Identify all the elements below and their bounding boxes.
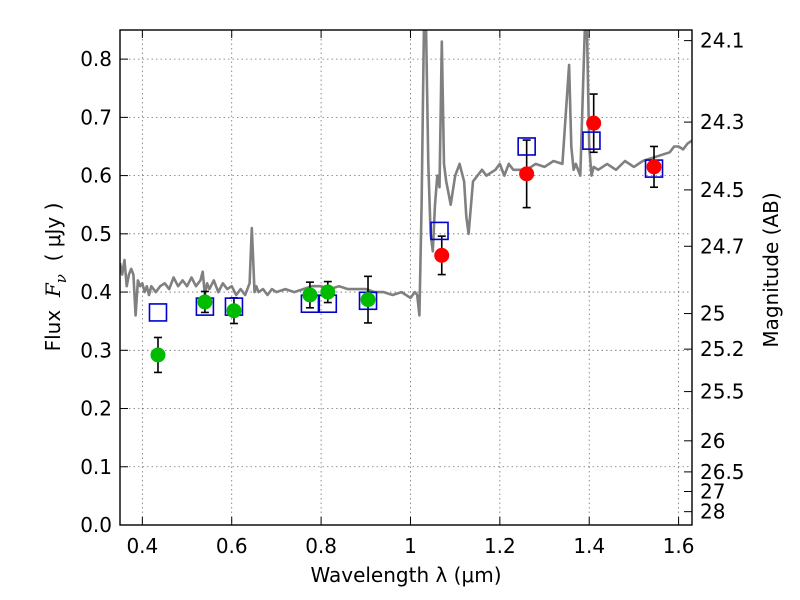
model-photometry-square [517,137,536,156]
y-tick-label: 0.3 [80,338,112,362]
right-tick-label: 25.5 [700,380,745,404]
x-tick-label: 1.2 [484,534,516,558]
y-tick-label: 0.5 [80,222,112,246]
y-axis-title-prefix: Flux [41,297,65,351]
x-tick-label: 0.8 [305,534,337,558]
model-photometry-square [582,131,601,150]
y-tick-label: 0.0 [80,513,112,537]
data-point [226,303,242,319]
grid-layer [120,30,692,526]
tick-layer: 0.4 0.6 0.8 1 1.2 1.4 1.6 0.0 0.1 0.2 0.3 0.4 0.5 0.6… [80,29,744,558]
data-point [302,287,318,303]
x-tick-label: 1.4 [573,534,605,558]
right-tick-label: 24.3 [700,110,745,134]
x-tick-label: 1.6 [663,534,695,558]
right-tick-label: 25 [700,302,725,326]
data-point [646,159,662,175]
y-tick-label: 0.8 [80,47,112,71]
y-axis-title: Flux Fν ( μJy ) [41,203,70,352]
spectrum-layer [120,30,692,317]
right-tick-label: 25.2 [700,337,745,361]
y-axis-title-unit: ( μJy ) [41,203,65,275]
data-point [519,166,535,182]
data-point [586,115,602,131]
right-tick-label: 24.5 [700,178,745,202]
model-photometry-layer [148,131,664,322]
detection-points-layer [150,115,662,363]
y-axis-title-subscript: ν [52,274,70,283]
right-tick-label: 24.1 [700,29,745,53]
right-tick-label: 26 [700,429,725,453]
x-axis-title: Wavelength λ (μm) [310,563,501,587]
x-tick-label: 0.4 [126,534,158,558]
data-point [197,294,213,310]
y-tick-label: 0.1 [80,455,112,479]
spectrum-line [120,30,692,317]
right-tick-label: 27 [700,479,725,503]
right-tick-label: 26.5 [700,460,745,484]
x-tick-label: 1 [404,534,417,558]
data-point [320,284,336,300]
plot-frame [119,29,693,526]
right-tick-label: 24.7 [700,234,745,258]
model-photometry-square [430,221,449,241]
data-point [360,292,376,308]
data-point [434,247,450,263]
right-tick-label: 28 [700,500,725,524]
y-tick-label: 0.6 [80,164,112,188]
model-photometry-square [148,303,168,322]
y-tick-label: 0.4 [80,280,112,304]
y-tick-label: 0.2 [80,397,112,421]
right-axis-title: Magnitude (AB) [759,192,783,347]
y-axis-title-symbol: F [41,282,65,298]
y-tick-label: 0.7 [80,105,112,129]
x-tick-label: 0.6 [216,534,248,558]
data-point [150,347,166,363]
